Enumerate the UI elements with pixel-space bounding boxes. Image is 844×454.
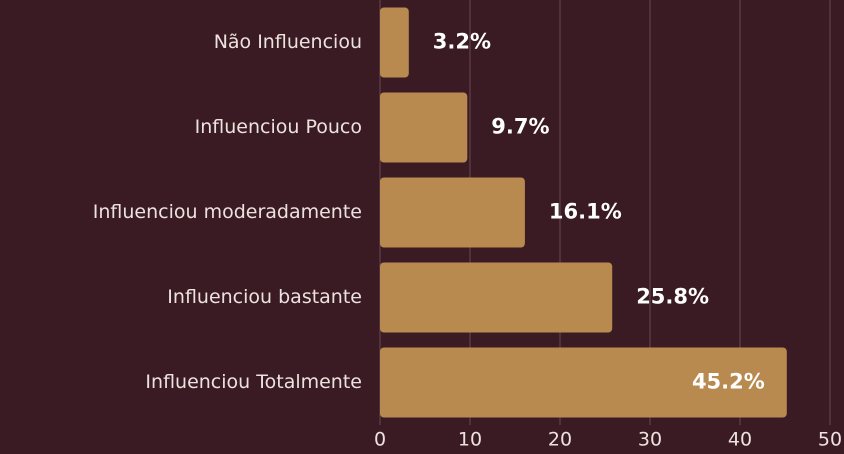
value-label: 16.1% (549, 200, 622, 224)
x-tick-label: 30 (638, 429, 662, 451)
category-label: Influenciou Pouco (195, 116, 362, 138)
x-tick-label: 10 (458, 429, 482, 451)
bar (380, 262, 613, 333)
x-tick-label: 0 (374, 429, 386, 451)
bar (380, 7, 409, 78)
value-label: 3.2% (433, 30, 491, 54)
x-tick-label: 40 (728, 429, 752, 451)
category-label: Influenciou bastante (167, 286, 362, 308)
bar (380, 347, 787, 418)
category-label: Não Influenciou (214, 31, 362, 53)
bar (380, 177, 525, 248)
x-tick-label: 50 (818, 429, 842, 451)
bar (380, 92, 468, 163)
category-label: Influenciou Totalmente (145, 371, 362, 393)
value-label: 9.7% (491, 115, 549, 139)
value-label: 45.2% (692, 370, 765, 394)
x-tick-label: 20 (548, 429, 572, 451)
value-label: 25.8% (636, 285, 709, 309)
category-label: Influenciou moderadamente (93, 201, 362, 223)
